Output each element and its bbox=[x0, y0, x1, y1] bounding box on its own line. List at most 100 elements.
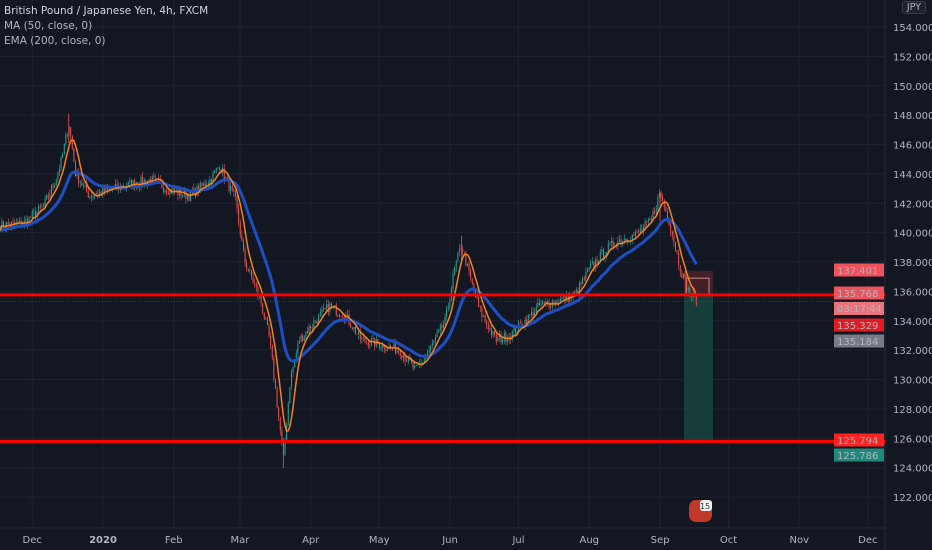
candle bbox=[103, 187, 105, 193]
candle bbox=[335, 305, 337, 315]
candle bbox=[428, 350, 430, 354]
candle bbox=[538, 302, 540, 306]
candle bbox=[556, 300, 558, 304]
candle bbox=[231, 185, 233, 190]
candle bbox=[102, 187, 104, 196]
candle bbox=[84, 184, 86, 186]
economic-event-icon[interactable]: 15 bbox=[689, 500, 712, 522]
candle bbox=[585, 271, 587, 280]
price-tick-label: 122.000 bbox=[893, 493, 932, 504]
candle bbox=[466, 263, 468, 266]
candle bbox=[478, 297, 480, 307]
candle bbox=[306, 331, 308, 334]
candle bbox=[590, 263, 592, 268]
candle bbox=[434, 336, 436, 341]
candle bbox=[350, 324, 352, 328]
price-label-badge bbox=[834, 286, 884, 300]
candle bbox=[505, 332, 507, 342]
candle bbox=[214, 170, 216, 173]
candle bbox=[393, 343, 395, 349]
candle bbox=[561, 298, 563, 299]
candle bbox=[623, 238, 625, 241]
candle bbox=[380, 347, 382, 349]
time-tick-label: Apr bbox=[302, 535, 320, 546]
candle bbox=[70, 127, 72, 137]
candle bbox=[345, 315, 347, 320]
candle bbox=[599, 251, 601, 263]
candle bbox=[562, 295, 564, 299]
candle bbox=[218, 167, 220, 170]
candle bbox=[679, 265, 681, 273]
candle bbox=[308, 325, 310, 334]
candle bbox=[28, 216, 30, 225]
candle bbox=[287, 403, 289, 425]
price-tick-label: 142.000 bbox=[893, 199, 932, 210]
candle bbox=[470, 270, 472, 279]
candle bbox=[12, 221, 14, 223]
price-label-badge bbox=[834, 433, 884, 447]
candle bbox=[286, 424, 288, 441]
candle bbox=[625, 238, 627, 241]
candle bbox=[498, 334, 500, 338]
candle bbox=[276, 388, 278, 408]
candle bbox=[471, 278, 473, 284]
candle bbox=[188, 195, 190, 201]
candle bbox=[511, 330, 513, 340]
candle bbox=[297, 343, 299, 354]
price-label: 125.786 bbox=[837, 451, 878, 462]
candle bbox=[174, 188, 176, 192]
candle bbox=[73, 148, 75, 162]
candle bbox=[506, 339, 508, 342]
candle bbox=[246, 262, 248, 269]
countdown-badge bbox=[834, 302, 884, 315]
candle bbox=[638, 231, 640, 233]
candle bbox=[420, 362, 422, 364]
candle bbox=[82, 184, 84, 186]
candle bbox=[314, 320, 316, 322]
candle bbox=[433, 340, 435, 344]
candle bbox=[412, 362, 414, 368]
candle bbox=[354, 326, 356, 334]
candle bbox=[502, 339, 504, 343]
candle bbox=[151, 176, 153, 184]
candle bbox=[441, 325, 443, 329]
countdown-label: 03:17:44 bbox=[837, 304, 882, 315]
candle bbox=[241, 234, 243, 241]
candle bbox=[529, 314, 531, 316]
candle bbox=[372, 337, 374, 340]
price-tick-label: 150.000 bbox=[893, 82, 932, 93]
candle bbox=[646, 221, 648, 223]
candle bbox=[546, 301, 548, 303]
candle bbox=[252, 277, 254, 284]
candle bbox=[321, 309, 323, 313]
candle bbox=[14, 221, 16, 224]
candle bbox=[687, 287, 689, 291]
candle bbox=[305, 331, 307, 337]
candle bbox=[310, 325, 312, 329]
candle bbox=[476, 296, 478, 298]
candle bbox=[71, 136, 73, 149]
time-tick-label: 2020 bbox=[89, 535, 117, 546]
time-tick-label: Nov bbox=[790, 535, 810, 546]
currency-badge[interactable]: JPY bbox=[901, 1, 926, 14]
candle bbox=[278, 407, 280, 418]
candle bbox=[438, 329, 440, 333]
candle bbox=[642, 226, 644, 231]
candle bbox=[423, 358, 425, 362]
candle bbox=[514, 327, 516, 334]
candle bbox=[223, 167, 225, 180]
candle bbox=[60, 157, 62, 170]
candle bbox=[215, 167, 217, 171]
candle bbox=[390, 345, 392, 347]
symbol-title[interactable]: British Pound / Japanese Yen, 4h, FXCM bbox=[4, 5, 209, 17]
candle bbox=[481, 307, 483, 317]
candle bbox=[634, 231, 636, 237]
ma-legend[interactable]: MA (50, close, 0) bbox=[4, 20, 93, 32]
stop-loss-zone bbox=[684, 270, 713, 295]
ema-legend[interactable]: EMA (200, close, 0) bbox=[4, 35, 106, 47]
candle bbox=[550, 307, 552, 308]
candle bbox=[641, 228, 643, 231]
candle bbox=[311, 327, 313, 329]
candle bbox=[359, 331, 361, 340]
